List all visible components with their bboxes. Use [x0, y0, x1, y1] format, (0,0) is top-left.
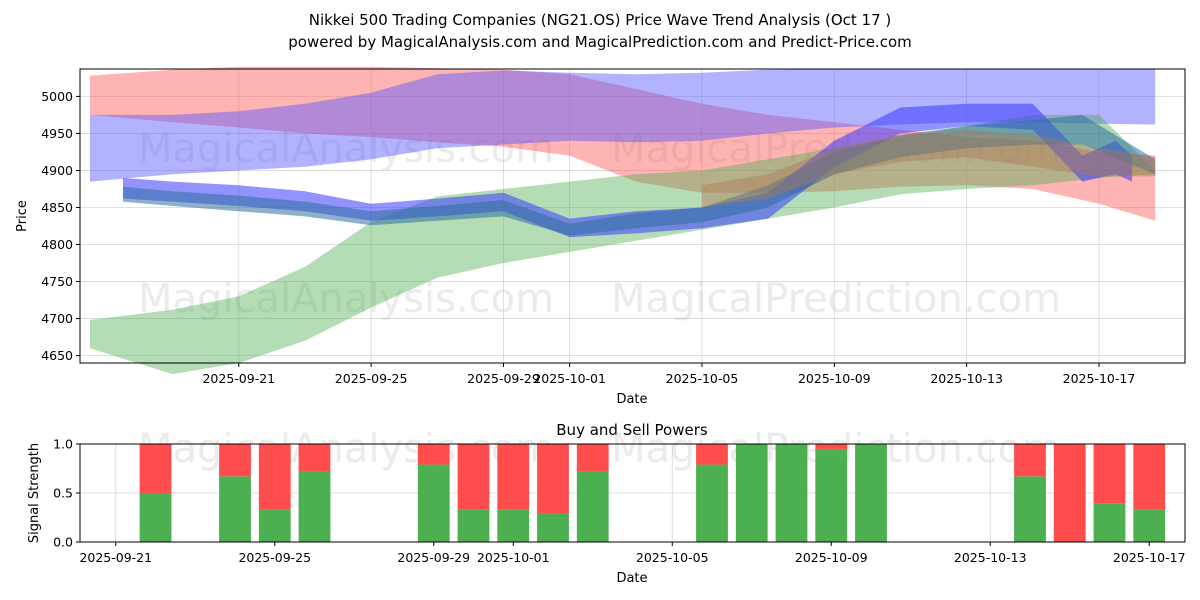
steel-wave-band	[123, 114, 1156, 236]
top-y-tick-label: 4700	[41, 311, 73, 326]
bottom-x-tick-label: 2025-10-13	[954, 550, 1027, 565]
buy-bar	[1093, 503, 1126, 542]
watermark-analysis-bottom: MagicalAnalysis.com	[138, 426, 554, 472]
bottom-axes: 2025-09-21 2025-09-25 2025-09-29 2025-10-01…	[53, 437, 1185, 566]
red-wave-band	[89, 66, 1156, 221]
sell-bar	[696, 444, 728, 465]
buy-bar	[576, 471, 609, 542]
bottom-x-tick-label: 2025-10-05	[636, 550, 709, 565]
top-grid	[80, 69, 1185, 363]
top-x-tick-label: 2025-09-29	[467, 371, 540, 386]
chart-subtitle: powered by MagicalAnalysis.com and Magic…	[288, 33, 912, 51]
watermark-prediction-lower: MagicalPrediction.com	[611, 276, 1061, 322]
top-y-tick-label: 4950	[41, 126, 73, 141]
top-y-tick-label: 4750	[41, 274, 73, 289]
sell-bar	[258, 444, 291, 510]
top-x-tick-label: 2025-10-09	[798, 371, 871, 386]
sell-bar	[219, 444, 251, 477]
purple-wave-band	[89, 69, 1156, 182]
buy-bar	[775, 444, 808, 542]
buy-bar	[219, 476, 251, 542]
top-y-axis-label: Price	[15, 200, 30, 232]
top-watermarks: MagicalAnalysis.com MagicalPrediction.co…	[138, 126, 1061, 322]
top-axes: 2025-09-21 2025-09-25 2025-09-292025-10-01…	[41, 89, 1135, 386]
top-x-tick-label: 2025-10-13	[930, 371, 1003, 386]
blue-wave-band	[123, 103, 1133, 238]
sell-bar	[457, 444, 490, 510]
buy-bar	[258, 509, 291, 542]
bottom-chart-title: Buy and Sell Powers	[556, 421, 708, 439]
top-y-tick-label: 4650	[41, 348, 73, 363]
sell-bar	[1093, 444, 1126, 504]
watermark-analysis-lower: MagicalAnalysis.com	[138, 276, 554, 322]
bottom-y-tick-label: 1.0	[53, 437, 73, 452]
buy-bar	[1014, 476, 1046, 542]
top-x-tick-label: 2025-10-17	[1063, 371, 1136, 386]
sell-bar	[497, 444, 530, 510]
price-wave-plot: MagicalAnalysis.com MagicalPrediction.co…	[41, 66, 1186, 386]
buy-bar	[815, 448, 848, 542]
top-x-tick-label: 2025-09-21	[202, 371, 275, 386]
buy-bar	[457, 509, 490, 542]
sell-bar	[1014, 444, 1046, 477]
top-x-tick-label: 2025-10-05	[666, 371, 739, 386]
sell-bar	[537, 444, 569, 514]
bottom-y-axis-label: Signal Strength	[27, 443, 42, 543]
top-plot-frame	[79, 68, 1186, 364]
sell-bar	[1133, 444, 1166, 510]
green-wave-band	[89, 114, 1156, 375]
bottom-x-tick-label: 2025-09-25	[238, 550, 311, 565]
top-y-tick-label: 4800	[41, 237, 73, 252]
bottom-x-tick-label: 2025-10-09	[795, 550, 868, 565]
sell-bar	[1053, 444, 1086, 542]
brown-wave-band	[702, 129, 1156, 208]
top-x-tick-label: 2025-10-01	[533, 371, 606, 386]
sell-bar	[417, 444, 450, 465]
buy-bar	[497, 509, 530, 542]
buy-bar	[139, 493, 172, 542]
top-x-axis-label: Date	[616, 392, 647, 407]
bottom-x-tick-label: 2025-09-29	[397, 550, 470, 565]
chart-title: Nikkei 500 Trading Companies (NG21.OS) P…	[309, 11, 892, 29]
buy-bar	[696, 464, 728, 542]
wave-bands	[89, 66, 1156, 375]
bottom-x-tick-label: 2025-09-21	[79, 550, 152, 565]
top-y-tick-label: 4900	[41, 163, 73, 178]
buy-bar	[417, 464, 450, 542]
sell-bar	[298, 444, 331, 472]
buy-bar	[855, 444, 887, 542]
sell-bar	[576, 444, 609, 472]
bottom-x-tick-label: 2025-10-01	[477, 550, 550, 565]
sell-bar	[139, 444, 172, 493]
signal-bars	[139, 444, 1166, 542]
buy-bar	[537, 513, 569, 542]
watermark-analysis-upper: MagicalAnalysis.com	[138, 126, 554, 172]
top-y-tick-label: 4850	[41, 200, 73, 215]
bottom-x-tick-label: 2025-10-17	[1113, 550, 1186, 565]
bottom-y-tick-label: 0.5	[53, 486, 73, 501]
buy-bar	[298, 471, 331, 542]
buy-bar	[1133, 509, 1166, 542]
bottom-x-axis-label: Date	[616, 571, 647, 586]
top-x-tick-label: 2025-09-25	[335, 371, 408, 386]
bottom-y-tick-label: 0.0	[53, 535, 73, 550]
top-y-tick-label: 5000	[41, 89, 73, 104]
sell-bar	[815, 444, 848, 449]
buy-sell-plot: MagicalAnalysis.com MagicalPrediction.co…	[53, 426, 1185, 565]
buy-bar	[735, 444, 768, 542]
